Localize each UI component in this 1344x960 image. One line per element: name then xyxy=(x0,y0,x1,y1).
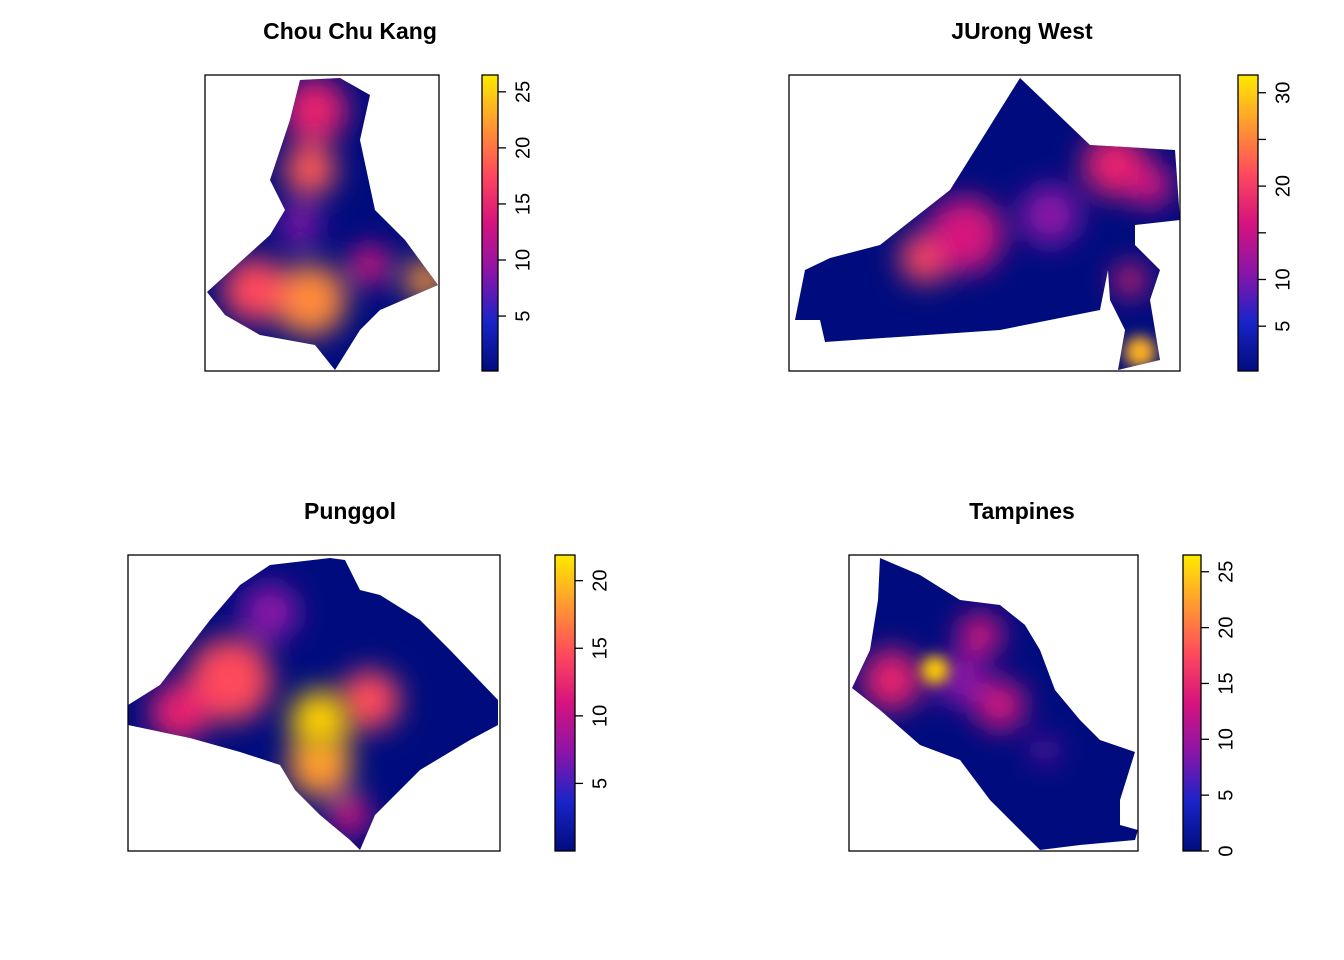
tick-label: 30 xyxy=(1272,82,1294,104)
chart-title: Chou Chu Kang xyxy=(263,18,437,44)
colorbar xyxy=(1237,74,1259,372)
tick-label: 15 xyxy=(589,637,611,659)
density-map xyxy=(795,78,1180,370)
chart-title: Tampines xyxy=(969,498,1075,524)
tick-label: 20 xyxy=(512,137,534,159)
tick-label: 0 xyxy=(1215,845,1237,856)
colorbar xyxy=(1182,554,1202,852)
map-frame xyxy=(788,74,1181,372)
tick-label: 10 xyxy=(1272,268,1294,290)
tick-label: 20 xyxy=(1215,616,1237,638)
tick-label: 15 xyxy=(512,193,534,215)
chart-title: Punggol xyxy=(304,498,396,524)
tick-label: 5 xyxy=(589,778,611,789)
density-map xyxy=(852,558,1138,850)
map-frame xyxy=(204,74,440,372)
density-map xyxy=(207,78,438,370)
tick-label: 5 xyxy=(512,310,534,321)
map-frame xyxy=(848,554,1139,852)
colorbar xyxy=(554,554,576,852)
tick-label: 25 xyxy=(1215,561,1237,583)
tick-label: 10 xyxy=(589,705,611,727)
tick-label: 15 xyxy=(1215,672,1237,694)
tick-label: 25 xyxy=(512,81,534,103)
tick-label: 5 xyxy=(1215,790,1237,801)
tick-label: 20 xyxy=(589,570,611,592)
tick-label: 10 xyxy=(512,249,534,271)
tick-label: 20 xyxy=(1272,175,1294,197)
chart-title: JUrong West xyxy=(951,18,1093,44)
tick-label: 5 xyxy=(1272,321,1294,332)
colorbar xyxy=(481,74,499,372)
density-map xyxy=(128,558,498,850)
map-frame xyxy=(127,554,501,852)
tick-label: 10 xyxy=(1215,728,1237,750)
